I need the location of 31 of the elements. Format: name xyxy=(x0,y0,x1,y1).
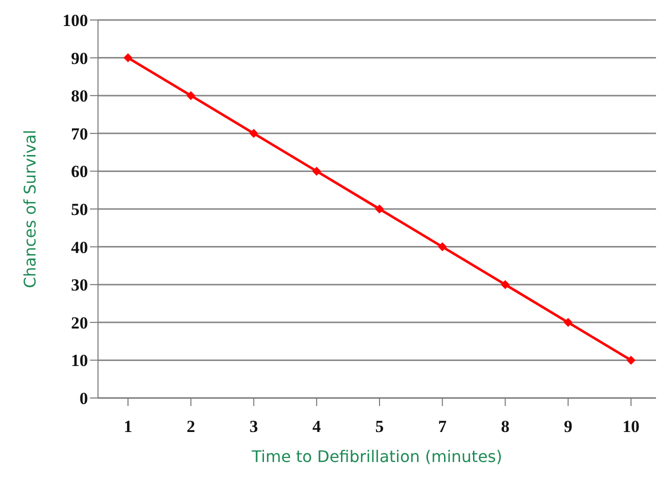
point xyxy=(564,318,573,327)
y-tick-label: 20 xyxy=(71,313,88,332)
point xyxy=(186,91,196,100)
x-axis-title: Time to Defibrillation (minutes) xyxy=(250,447,502,466)
x-tick-label: 4 xyxy=(312,417,322,436)
y-axis-title: Chances of Survival xyxy=(20,130,40,288)
x-tick-label: 1 xyxy=(124,417,132,436)
y-tick-label: 80 xyxy=(71,86,88,106)
x-tick-label: 10 xyxy=(622,417,640,436)
x-tick-label: 2 xyxy=(186,417,196,436)
y-tick-label: 0 xyxy=(80,389,88,408)
point xyxy=(312,166,322,176)
y-tick-label: 50 xyxy=(71,200,88,220)
y-tick-label: 40 xyxy=(71,238,88,257)
y-tick-label: 90 xyxy=(71,48,88,68)
point xyxy=(500,280,510,290)
point xyxy=(375,204,384,214)
x-tick-label: 3 xyxy=(250,417,258,436)
x-tick-label: 5 xyxy=(375,417,384,436)
point xyxy=(249,128,258,138)
y-tick-label: 10 xyxy=(71,351,88,370)
x-tick-label: 9 xyxy=(564,417,572,436)
x-tick-label: 7 xyxy=(438,417,448,436)
point xyxy=(124,53,132,62)
point xyxy=(438,242,447,252)
y-tick-label: 100 xyxy=(62,11,88,30)
y-tick-label: 60 xyxy=(71,162,88,182)
y-tick-label: 70 xyxy=(71,124,88,144)
x-tick-label: 8 xyxy=(501,417,510,436)
y-tick-label: 30 xyxy=(71,276,88,295)
point xyxy=(626,356,636,365)
